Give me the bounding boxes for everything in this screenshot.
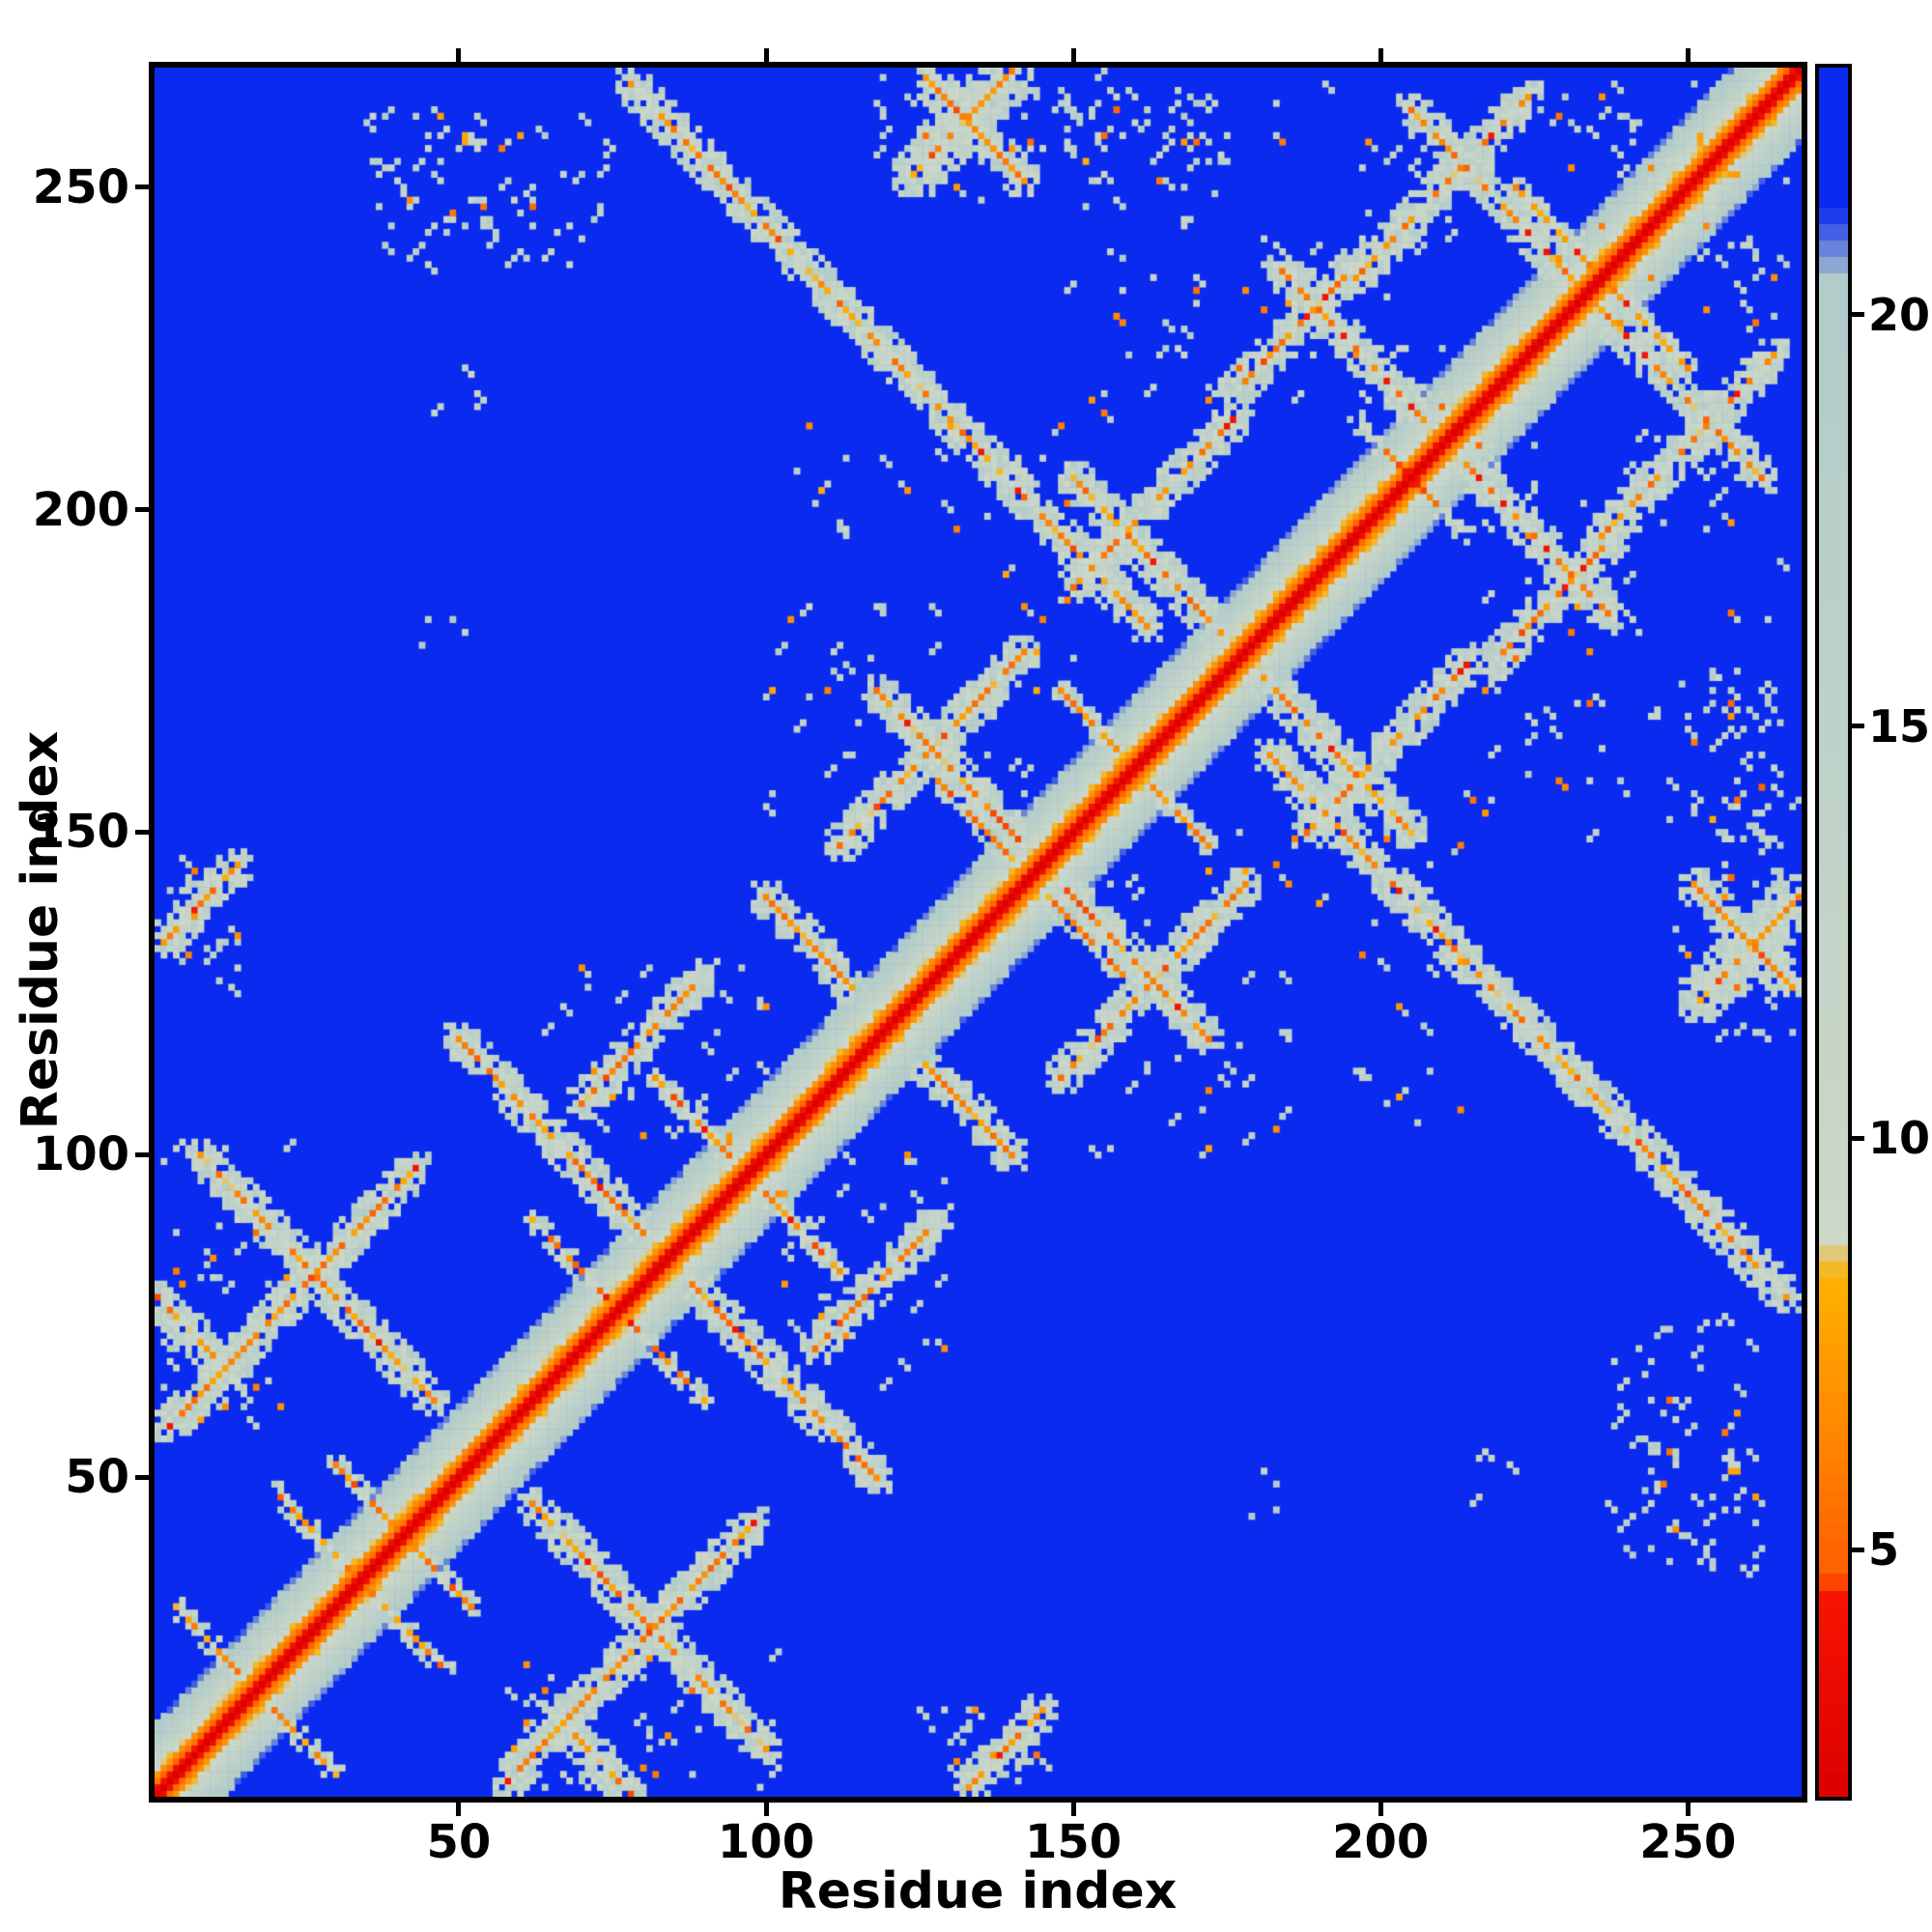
- colorbar-tick-label: 15: [1868, 699, 1931, 753]
- x-tick-label: 200: [1332, 1815, 1430, 1869]
- y-tick-mark: [135, 1151, 149, 1157]
- x-tick-mark: [456, 1803, 462, 1816]
- y-tick-label: 200: [32, 482, 129, 537]
- x-tick-label: 150: [1025, 1815, 1122, 1869]
- y-tick-label: 100: [32, 1127, 129, 1182]
- y-axis-label: Residue index: [12, 730, 70, 1130]
- x-tick-mark: [1070, 1803, 1076, 1816]
- colorbar-frame: [1815, 64, 1852, 1801]
- colorbar-tick-label: 20: [1868, 288, 1931, 341]
- x-tick-mark-top: [1378, 48, 1383, 62]
- y-tick-label: 50: [65, 1450, 129, 1505]
- colorbar-tick-mark: [1852, 1547, 1864, 1552]
- x-tick-mark-top: [1685, 48, 1690, 62]
- heatmap-canvas: [155, 68, 1802, 1797]
- colorbar-tick-mark: [1852, 1135, 1864, 1141]
- colorbar-canvas: [1819, 68, 1848, 1797]
- y-tick-mark: [135, 1474, 149, 1480]
- x-tick-label: 100: [717, 1815, 815, 1869]
- x-tick-mark: [763, 1803, 769, 1816]
- x-tick-label: 250: [1639, 1815, 1737, 1869]
- y-tick-mark: [135, 829, 149, 835]
- x-tick-mark: [1378, 1803, 1383, 1816]
- y-tick-mark: [135, 507, 149, 513]
- y-tick-mark: [135, 185, 149, 190]
- plot-frame: [149, 62, 1807, 1803]
- colorbar-tick-mark: [1852, 312, 1864, 318]
- x-tick-mark-top: [456, 48, 462, 62]
- colorbar-tick-label: 10: [1868, 1112, 1931, 1165]
- x-axis-label: Residue index: [778, 1862, 1178, 1920]
- x-tick-mark: [1685, 1803, 1690, 1816]
- x-tick-label: 50: [426, 1815, 492, 1869]
- x-tick-mark-top: [763, 48, 769, 62]
- colorbar-tick-label: 5: [1868, 1523, 1900, 1577]
- y-tick-label: 250: [32, 159, 129, 214]
- colorbar-tick-mark: [1852, 724, 1864, 729]
- x-tick-mark-top: [1070, 48, 1076, 62]
- y-tick-label: 150: [32, 805, 129, 860]
